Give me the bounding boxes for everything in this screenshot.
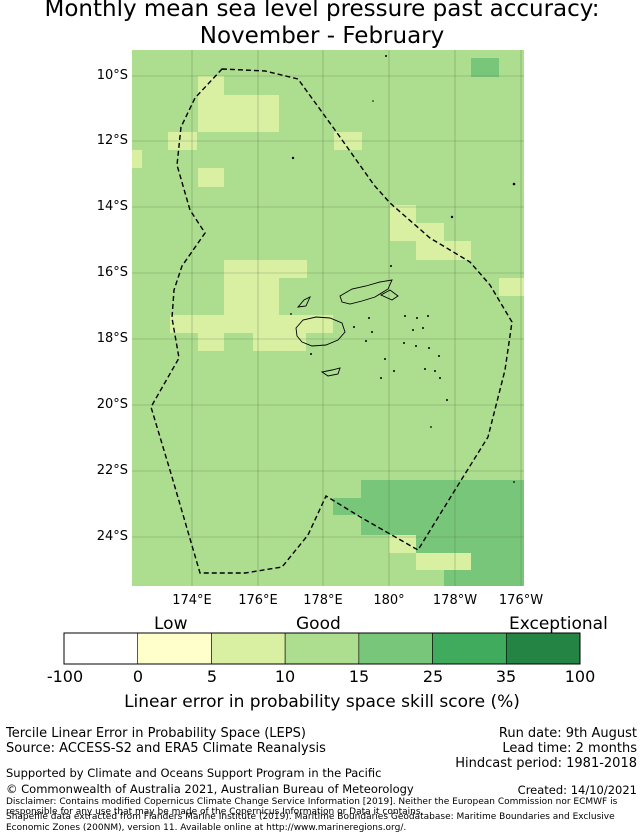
colorbar-axis-label: Linear error in probability space skill …: [124, 692, 520, 712]
lat-tick-16s: 16°S: [96, 265, 128, 280]
lat-tick-22s: 22°S: [96, 463, 128, 478]
info-hindcast: Hindcast period: 1981-2018: [455, 756, 637, 771]
colorbar-label-good: Good: [296, 614, 341, 634]
lat-tick-12s: 12°S: [96, 133, 128, 148]
lat-tick-24s: 24°S: [96, 529, 128, 544]
lat-tick-18s: 18°S: [96, 331, 128, 346]
colorbar-tick: 35: [495, 667, 517, 686]
small-islands: [290, 55, 516, 483]
lon-tick-180: 180°: [373, 593, 405, 608]
disclaimer-line2: responsible for any use that may be made…: [6, 807, 424, 817]
colorbar-tick: 25: [422, 667, 444, 686]
colorbar-band: [505, 632, 581, 665]
eez-boundary: [150, 68, 513, 574]
lon-tick-176e: 176°E: [238, 593, 278, 608]
shapefile-line2: Economic Zones (200NM), version 11. Avai…: [6, 823, 407, 833]
map-subtitle: November - February: [199, 23, 445, 49]
colorbar-band: [63, 632, 139, 665]
colorbar-band: [358, 632, 433, 665]
colorbar-band: [137, 632, 212, 665]
lat-tick-14s: 14°S: [96, 199, 128, 214]
high-skill-cells: [333, 58, 524, 586]
colorbar-tick: 10: [274, 667, 296, 686]
disclaimer-line1: Disclaimer: Contains modified Copernicus…: [6, 797, 618, 807]
lon-tick-176w: 176°W: [498, 593, 544, 608]
skill-map: [132, 50, 524, 586]
lat-tick-10s: 10°S: [96, 68, 128, 83]
colorbar-tick: 5: [206, 667, 218, 686]
info-support: Supported by Climate and Oceans Support …: [6, 766, 382, 780]
info-leps: Tercile Linear Error in Probability Spac…: [6, 726, 306, 741]
colorbar-tick: -100: [46, 667, 84, 686]
info-copyright: © Commonwealth of Australia 2021, Austra…: [6, 782, 414, 796]
colorbar-label-exceptional: Exceptional: [509, 614, 608, 634]
lon-tick-178e: 178°E: [303, 593, 343, 608]
info-lead-time: Lead time: 2 months: [502, 741, 637, 756]
lon-tick-178w: 178°W: [432, 593, 478, 608]
info-created: Created: 14/10/2021: [517, 783, 637, 797]
shapefile-line1: Shapefile data extracted from Flanders M…: [6, 812, 615, 822]
colorbar-tick: 0: [132, 667, 144, 686]
info-run-date: Run date: 9th August: [498, 726, 637, 741]
lat-tick-20s: 20°S: [96, 397, 128, 412]
colorbar-tick: 15: [348, 667, 370, 686]
colorbar: [63, 632, 581, 665]
lon-tick-174e: 174°E: [172, 593, 212, 608]
colorbar-band: [211, 632, 286, 665]
colorbar-tick: 100: [564, 667, 596, 686]
colorbar-label-low: Low: [154, 614, 188, 634]
info-source: Source: ACCESS-S2 and ERA5 Climate Reana…: [6, 741, 326, 756]
islands: [295, 279, 399, 377]
map-title: Monthly mean sea level pressure past acc…: [44, 0, 600, 22]
grid-lines: [132, 50, 524, 586]
colorbar-band: [432, 632, 507, 665]
colorbar-band: [284, 632, 360, 665]
